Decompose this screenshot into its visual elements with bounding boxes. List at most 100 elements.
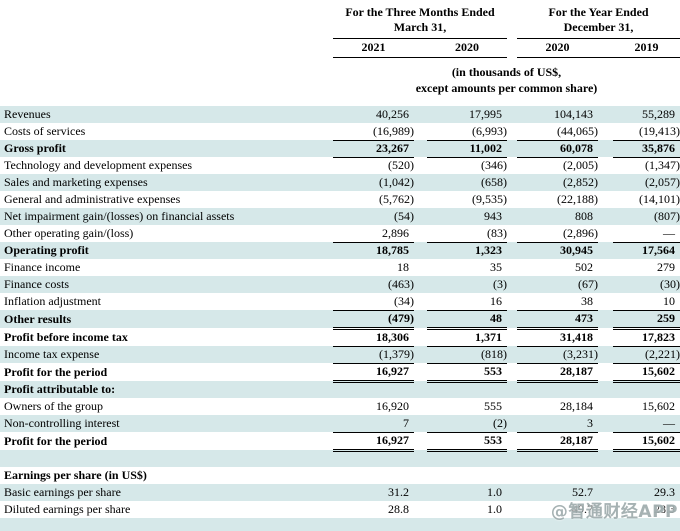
value-cell: 7 bbox=[333, 415, 414, 433]
spacer bbox=[598, 467, 613, 484]
spacer bbox=[414, 259, 427, 276]
value-cell: (658) bbox=[481, 175, 508, 189]
value-cell: 473 bbox=[517, 310, 599, 330]
spacer bbox=[414, 484, 427, 501]
spacer bbox=[414, 106, 427, 123]
value-cell: 15,602 bbox=[642, 399, 676, 413]
row-label: Finance costs bbox=[4, 277, 69, 291]
spacer bbox=[414, 123, 427, 140]
row-label: Profit for the period bbox=[4, 434, 108, 448]
spacer bbox=[598, 191, 613, 208]
value-cell bbox=[613, 381, 680, 398]
row-technology-development-expenses: Technology and development expenses (520… bbox=[0, 157, 680, 174]
spacer bbox=[598, 432, 613, 450]
row-label: Owners of the group bbox=[4, 399, 103, 413]
value-cell: 16 bbox=[427, 293, 508, 311]
spacer bbox=[598, 123, 613, 140]
value-cell: (2,005) bbox=[563, 158, 599, 172]
value-cell: (1,042) bbox=[379, 175, 414, 189]
spacer bbox=[598, 328, 613, 346]
row-label: Diluted earnings per share bbox=[4, 502, 131, 516]
spacer bbox=[507, 259, 517, 276]
value-cell bbox=[333, 467, 414, 484]
value-cell bbox=[333, 450, 414, 467]
row-finance-costs: Finance costs (463) (3) (67) (30) bbox=[0, 276, 680, 293]
row-basic-earnings-per-share: Basic earnings per share 31.2 1.0 52.7 2… bbox=[0, 484, 680, 501]
row-label: Income tax expense bbox=[4, 347, 100, 361]
value-cell: 11,002 bbox=[427, 140, 508, 158]
value-cell: (818) bbox=[427, 346, 508, 364]
row-income-tax-expense: Income tax expense (1,379) (818) (3,231)… bbox=[0, 346, 680, 364]
value-cell: 23,267 bbox=[333, 140, 414, 158]
value-cell: 259 bbox=[613, 310, 680, 330]
row-general-administrative-expenses: General and administrative expenses (5,7… bbox=[0, 191, 680, 208]
value-cell: 52.7 bbox=[572, 485, 594, 499]
row-operating-profit: Operating profit 18,785 1,323 30,945 17,… bbox=[0, 242, 680, 259]
value-cell bbox=[517, 381, 598, 398]
row-net-impairment: Net impairment gain/(losses) on financia… bbox=[0, 208, 680, 225]
row-empty bbox=[0, 450, 680, 467]
spacer bbox=[414, 381, 427, 398]
row-diluted-earnings-per-share: Diluted earnings per share 28.8 1.0 49.7… bbox=[0, 501, 680, 518]
row-label: Sales and marketing expenses bbox=[4, 175, 148, 189]
group-header-line1: For the Three Months Ended bbox=[345, 4, 495, 19]
value-cell: 29.3 bbox=[654, 485, 676, 499]
row-label: Technology and development expenses bbox=[4, 158, 193, 172]
value-cell: 40,256 bbox=[376, 107, 409, 121]
spacer bbox=[414, 242, 427, 259]
value-cell bbox=[427, 467, 507, 484]
years-year-ended: 2020 2019 bbox=[517, 38, 680, 58]
value-cell: 55,289 bbox=[642, 107, 676, 121]
spacer bbox=[507, 381, 517, 398]
group-header-year-ended: For the Year Ended December 31, bbox=[517, 0, 680, 39]
value-cell bbox=[517, 467, 598, 484]
value-cell: (1,379) bbox=[333, 346, 414, 364]
value-cell: (16,989) bbox=[333, 123, 414, 141]
value-cell: 18,785 bbox=[376, 243, 409, 257]
value-cell: (346) bbox=[481, 158, 508, 172]
value-cell: — bbox=[613, 415, 680, 433]
row-label: General and administrative expenses bbox=[4, 192, 181, 206]
spacer bbox=[507, 398, 517, 415]
spacer bbox=[598, 174, 613, 191]
spacer bbox=[414, 276, 427, 293]
row-earnings-per-share-header: Earnings per share (in US$) bbox=[0, 467, 680, 484]
year-column-header: 2019 bbox=[634, 39, 659, 54]
spacer bbox=[507, 157, 517, 174]
spacer bbox=[414, 432, 427, 450]
value-cell: (5,762) bbox=[379, 192, 414, 206]
row-profit-attributable-to: Profit attributable to: bbox=[0, 381, 680, 398]
value-cell: (2,057) bbox=[645, 175, 680, 189]
spacer bbox=[598, 381, 613, 398]
value-cell: 31.2 bbox=[388, 485, 409, 499]
spacer bbox=[507, 276, 517, 293]
spacer bbox=[0, 0, 333, 38]
value-cell: 279 bbox=[657, 260, 676, 274]
spacer bbox=[414, 191, 427, 208]
value-cell: 16,927 bbox=[333, 363, 414, 383]
spacer bbox=[414, 157, 427, 174]
row-inflation-adjustment: Inflation adjustment (34) 16 38 10 bbox=[0, 293, 680, 311]
value-cell: 104,143 bbox=[554, 107, 594, 121]
row-label bbox=[0, 518, 333, 531]
spacer bbox=[507, 432, 517, 450]
value-cell: 30,945 bbox=[560, 243, 594, 257]
value-cell: 10 bbox=[613, 293, 680, 311]
value-cell bbox=[427, 518, 507, 531]
value-cell: (22,188) bbox=[557, 192, 599, 206]
value-cell: 1,371 bbox=[427, 328, 508, 347]
spacer bbox=[414, 208, 427, 225]
spacer bbox=[598, 225, 613, 242]
value-cell: (2,852) bbox=[563, 175, 599, 189]
group-header-line2: March 31, bbox=[393, 19, 447, 34]
value-cell: 35 bbox=[490, 260, 503, 274]
units-note: (in thousands of US$, except amounts per… bbox=[333, 57, 680, 106]
row-label: Profit before income tax bbox=[4, 330, 128, 344]
value-cell: 943 bbox=[484, 209, 503, 223]
value-cell: (1,347) bbox=[645, 158, 680, 172]
row-empty bbox=[0, 518, 680, 531]
spacer bbox=[507, 310, 517, 328]
units-note-row: (in thousands of US$, except amounts per… bbox=[0, 57, 680, 106]
spacer bbox=[414, 450, 427, 467]
spacer bbox=[507, 450, 517, 467]
